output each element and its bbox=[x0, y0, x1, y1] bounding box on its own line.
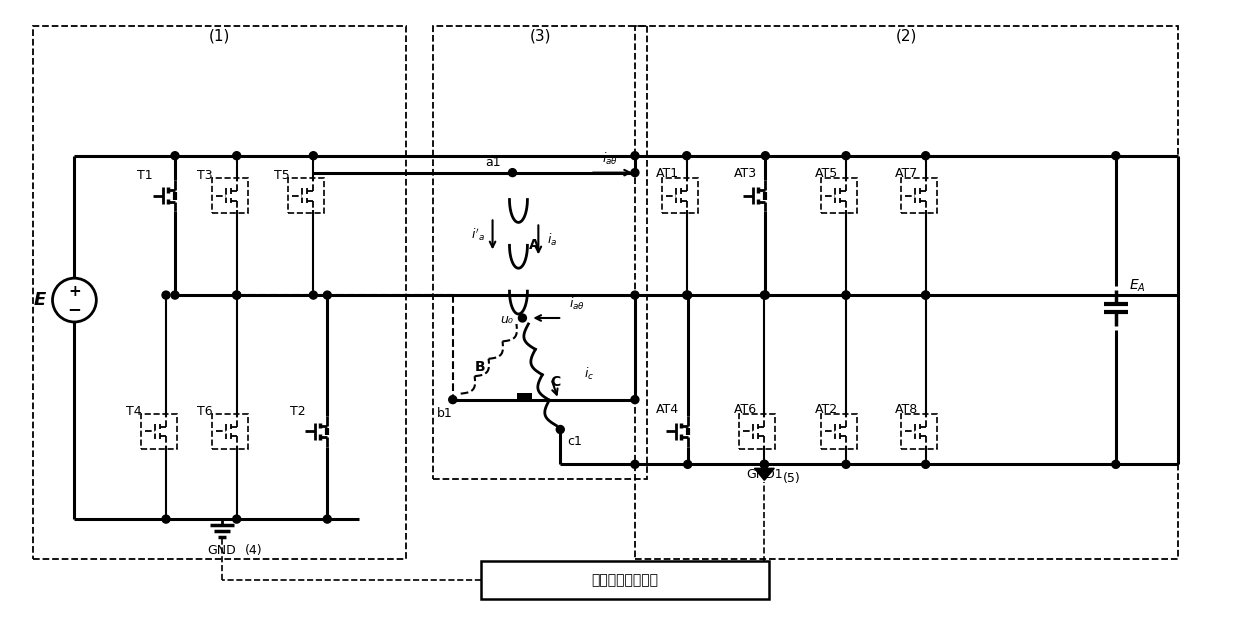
Bar bbox=[481, 561, 769, 598]
Circle shape bbox=[922, 291, 929, 299]
Bar bbox=[32, 26, 406, 559]
Text: E: E bbox=[33, 291, 46, 309]
Bar bbox=[821, 178, 857, 214]
Text: T3: T3 bbox=[197, 169, 213, 182]
Circle shape bbox=[556, 425, 564, 433]
Circle shape bbox=[684, 291, 691, 299]
Bar bbox=[432, 26, 647, 479]
Circle shape bbox=[323, 515, 331, 523]
Text: AT5: AT5 bbox=[815, 167, 839, 180]
Circle shape bbox=[233, 152, 240, 159]
Bar bbox=[901, 413, 937, 449]
Circle shape bbox=[449, 396, 457, 404]
Circle shape bbox=[171, 291, 178, 299]
Circle shape bbox=[922, 291, 929, 299]
Bar bbox=[821, 413, 857, 449]
Circle shape bbox=[171, 152, 178, 159]
Circle shape bbox=[761, 461, 768, 468]
Text: GND: GND bbox=[207, 544, 237, 558]
Text: $i'_a$: $i'_a$ bbox=[471, 226, 484, 243]
Bar bbox=[901, 178, 937, 214]
Text: T2: T2 bbox=[290, 405, 305, 418]
Circle shape bbox=[761, 461, 768, 468]
Circle shape bbox=[631, 396, 639, 404]
Circle shape bbox=[843, 152, 850, 159]
Bar bbox=[740, 413, 776, 449]
Text: T5: T5 bbox=[274, 169, 290, 182]
Text: $i_a$: $i_a$ bbox=[548, 232, 558, 248]
Circle shape bbox=[922, 461, 929, 468]
Text: a1: a1 bbox=[484, 156, 501, 169]
Text: AT2: AT2 bbox=[815, 403, 839, 416]
Circle shape bbox=[162, 515, 170, 523]
Text: AT4: AT4 bbox=[655, 403, 679, 416]
Circle shape bbox=[762, 291, 769, 299]
Bar bbox=[141, 413, 177, 449]
Text: AT3: AT3 bbox=[733, 167, 757, 180]
Circle shape bbox=[310, 291, 317, 299]
Text: AT7: AT7 bbox=[895, 167, 918, 180]
Text: (2): (2) bbox=[896, 29, 917, 43]
Circle shape bbox=[1111, 461, 1120, 468]
Circle shape bbox=[761, 291, 768, 299]
Text: c1: c1 bbox=[566, 435, 581, 448]
Circle shape bbox=[323, 291, 331, 299]
Text: AT1: AT1 bbox=[655, 167, 679, 180]
Circle shape bbox=[843, 291, 850, 299]
Circle shape bbox=[922, 152, 929, 159]
Circle shape bbox=[762, 152, 769, 159]
Circle shape bbox=[683, 291, 690, 299]
Text: (5): (5) bbox=[783, 472, 802, 484]
Circle shape bbox=[631, 291, 639, 299]
Circle shape bbox=[310, 152, 317, 159]
Circle shape bbox=[233, 291, 240, 299]
Text: AT6: AT6 bbox=[733, 403, 757, 416]
Circle shape bbox=[843, 291, 850, 299]
Circle shape bbox=[233, 515, 240, 523]
Text: $i_{a\theta}$: $i_{a\theta}$ bbox=[569, 296, 585, 312]
Bar bbox=[662, 178, 698, 214]
Bar bbox=[634, 26, 1177, 559]
Circle shape bbox=[843, 461, 850, 468]
Circle shape bbox=[631, 152, 639, 159]
Text: (3): (3) bbox=[529, 29, 551, 43]
Text: $E_A$: $E_A$ bbox=[1129, 278, 1146, 294]
Circle shape bbox=[508, 169, 517, 176]
Circle shape bbox=[683, 152, 690, 159]
Text: (4): (4) bbox=[245, 544, 263, 558]
Circle shape bbox=[1111, 152, 1120, 159]
Text: $i_c$: $i_c$ bbox=[584, 365, 595, 382]
Text: T1: T1 bbox=[138, 169, 152, 182]
Circle shape bbox=[631, 461, 639, 468]
Polygon shape bbox=[755, 468, 774, 480]
Circle shape bbox=[233, 291, 240, 299]
Circle shape bbox=[631, 169, 639, 176]
Text: C: C bbox=[550, 375, 560, 389]
Circle shape bbox=[684, 461, 691, 468]
Text: GND1: GND1 bbox=[746, 468, 783, 481]
Bar bbox=[212, 178, 248, 214]
Text: u₀: u₀ bbox=[501, 314, 513, 326]
Circle shape bbox=[518, 314, 527, 322]
Circle shape bbox=[162, 291, 170, 299]
Text: +: + bbox=[68, 284, 81, 299]
Bar bbox=[212, 413, 248, 449]
Text: A: A bbox=[529, 238, 540, 252]
Text: −: − bbox=[67, 300, 82, 318]
Text: T4: T4 bbox=[126, 405, 142, 418]
Text: B: B bbox=[475, 360, 484, 374]
Text: b1: b1 bbox=[437, 407, 452, 420]
Text: (1): (1) bbox=[209, 29, 230, 43]
Text: T6: T6 bbox=[197, 405, 213, 418]
Text: 中心电压检测模块: 中心电压检测模块 bbox=[591, 573, 658, 587]
Text: $i_{a\theta}$: $i_{a\theta}$ bbox=[602, 151, 618, 167]
Bar bbox=[289, 178, 325, 214]
Text: AT8: AT8 bbox=[895, 403, 918, 416]
